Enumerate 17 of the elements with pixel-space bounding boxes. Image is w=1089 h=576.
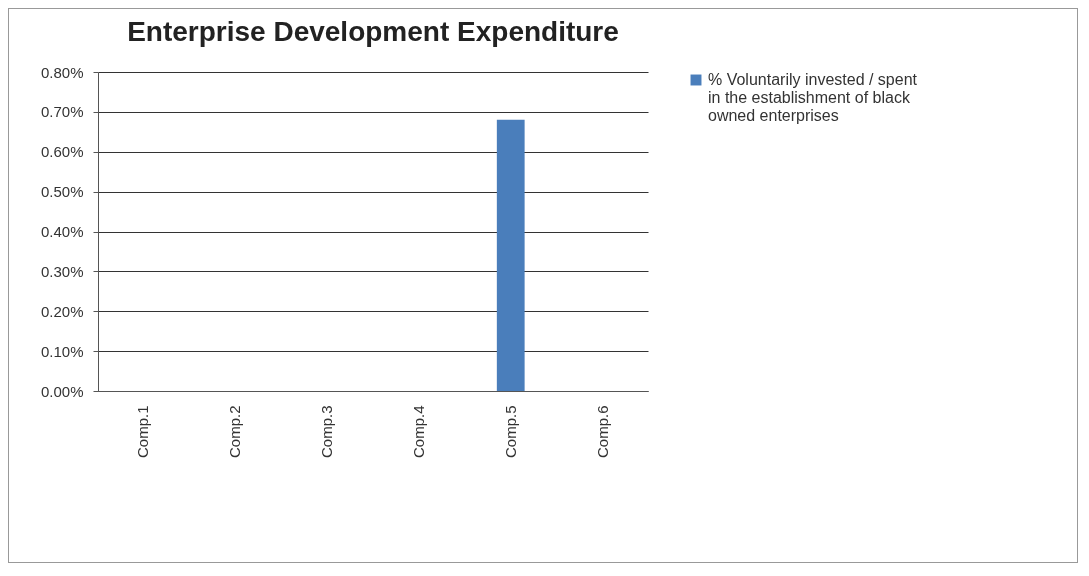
x-tick-label: Comp.2 — [226, 405, 244, 459]
legend-label: % Voluntarily invested / spent in the establishment of black owned enterprises — [708, 71, 918, 124]
x-tick-label: Comp.6 — [593, 405, 611, 459]
y-tick-label: 0.10% — [40, 342, 84, 360]
x-tick-label: Comp.5 — [501, 405, 519, 459]
x-tick-label: Comp.4 — [409, 405, 427, 459]
y-tick-label: 0.80% — [40, 63, 84, 81]
y-tick-label: 0.20% — [40, 302, 84, 320]
chart-title: Enterprise Development Expenditure — [127, 16, 619, 47]
y-tick-label: 0.50% — [40, 183, 84, 201]
y-tick-label: 0.30% — [40, 262, 84, 280]
y-tick-label: 0.00% — [40, 382, 84, 400]
x-tick-label: Comp.1 — [134, 405, 152, 459]
y-tick-label: 0.70% — [40, 103, 84, 121]
y-tick-label: 0.40% — [40, 223, 84, 240]
x-tick-label: Comp.3 — [318, 405, 336, 459]
y-tick-label: 0.60% — [40, 143, 84, 161]
